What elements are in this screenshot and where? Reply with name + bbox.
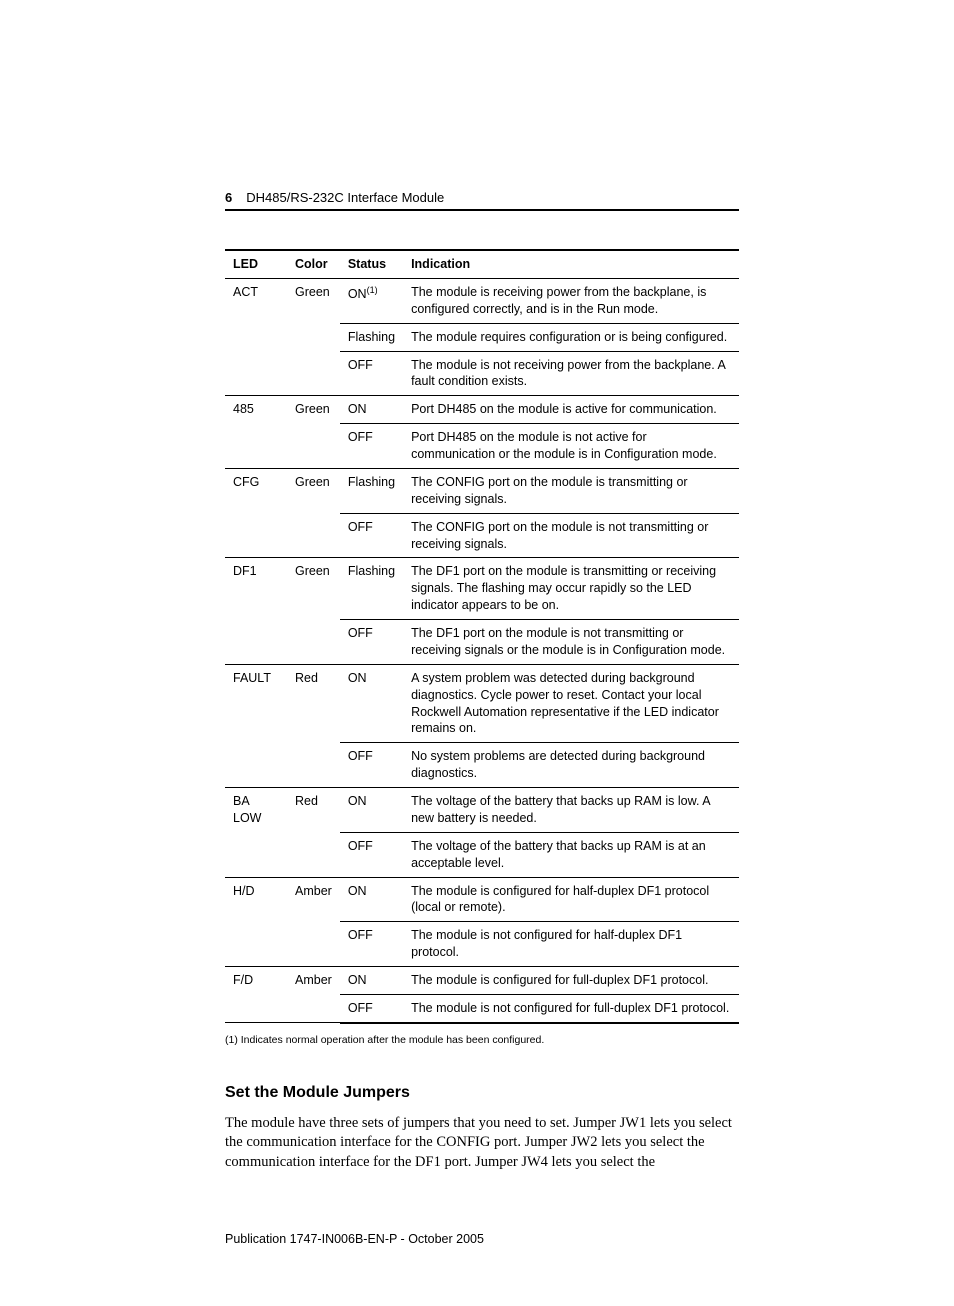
table-row: F/DAmberONThe module is configured for f… <box>225 967 739 995</box>
cell-indication: The CONFIG port on the module is transmi… <box>403 468 739 513</box>
cell-color: Amber <box>287 877 340 967</box>
cell-indication: Port DH485 on the module is active for c… <box>403 396 739 424</box>
page-number: 6 <box>225 190 232 205</box>
cell-led: FAULT <box>225 664 287 787</box>
cell-status: ON <box>340 788 403 833</box>
cell-status: Flashing <box>340 323 403 351</box>
cell-indication: The CONFIG port on the module is not tra… <box>403 513 739 558</box>
cell-led: BA LOW <box>225 788 287 878</box>
cell-indication: The module requires configuration or is … <box>403 323 739 351</box>
section-body: The module have three sets of jumpers th… <box>225 1114 739 1173</box>
running-header: 6 DH485/RS-232C Interface Module <box>225 190 739 205</box>
header-title: DH485/RS-232C Interface Module <box>246 190 444 205</box>
header-rule <box>225 209 739 211</box>
cell-indication: A system problem was detected during bac… <box>403 664 739 743</box>
table-row: DF1GreenFlashingThe DF1 port on the modu… <box>225 558 739 620</box>
cell-indication: The module is receiving power from the b… <box>403 278 739 323</box>
cell-color: Green <box>287 468 340 558</box>
cell-status: ON <box>340 877 403 922</box>
cell-status: ON <box>340 967 403 995</box>
cell-status: OFF <box>340 620 403 665</box>
cell-indication: The DF1 port on the module is not transm… <box>403 620 739 665</box>
cell-status: ON(1) <box>340 278 403 323</box>
cell-indication: The module is not configured for half-du… <box>403 922 739 967</box>
cell-status: ON <box>340 664 403 743</box>
cell-indication: The DF1 port on the module is transmitti… <box>403 558 739 620</box>
cell-color: Green <box>287 396 340 469</box>
cell-status: Flashing <box>340 468 403 513</box>
cell-status: OFF <box>340 922 403 967</box>
cell-led: H/D <box>225 877 287 967</box>
cell-status: OFF <box>340 832 403 877</box>
cell-color: Amber <box>287 967 340 1023</box>
cell-indication: No system problems are detected during b… <box>403 743 739 788</box>
cell-indication: The module is configured for half-duplex… <box>403 877 739 922</box>
cell-led: DF1 <box>225 558 287 664</box>
cell-status: OFF <box>340 424 403 469</box>
table-row: CFGGreenFlashingThe CONFIG port on the m… <box>225 468 739 513</box>
cell-status: ON <box>340 396 403 424</box>
cell-indication: The module is configured for full-duplex… <box>403 967 739 995</box>
cell-indication: Port DH485 on the module is not active f… <box>403 424 739 469</box>
cell-status: OFF <box>340 513 403 558</box>
cell-status: OFF <box>340 994 403 1022</box>
cell-indication: The voltage of the battery that backs up… <box>403 788 739 833</box>
page-container: 6 DH485/RS-232C Interface Module LED Colo… <box>0 0 954 1306</box>
table-footnote: (1) Indicates normal operation after the… <box>225 1034 739 1046</box>
table-row: 485GreenONPort DH485 on the module is ac… <box>225 396 739 424</box>
cell-led: CFG <box>225 468 287 558</box>
cell-led: 485 <box>225 396 287 469</box>
table-row: ACTGreenON(1)The module is receiving pow… <box>225 278 739 323</box>
cell-status: Flashing <box>340 558 403 620</box>
cell-color: Red <box>287 788 340 878</box>
cell-indication: The module is not configured for full-du… <box>403 994 739 1022</box>
cell-led: F/D <box>225 967 287 1023</box>
cell-color: Green <box>287 278 340 395</box>
table-header-row: LED Color Status Indication <box>225 250 739 278</box>
section-heading: Set the Module Jumpers <box>225 1084 739 1102</box>
cell-status: OFF <box>340 351 403 396</box>
col-header-led: LED <box>225 250 287 278</box>
col-header-indication: Indication <box>403 250 739 278</box>
cell-indication: The module is not receiving power from t… <box>403 351 739 396</box>
cell-indication: The voltage of the battery that backs up… <box>403 832 739 877</box>
col-header-status: Status <box>340 250 403 278</box>
col-header-color: Color <box>287 250 340 278</box>
led-indicator-table: LED Color Status Indication ACTGreenON(1… <box>225 249 739 1024</box>
cell-color: Green <box>287 558 340 664</box>
cell-led: ACT <box>225 278 287 395</box>
cell-status: OFF <box>340 743 403 788</box>
cell-color: Red <box>287 664 340 787</box>
table-row: FAULTRedONA system problem was detected … <box>225 664 739 743</box>
status-footnote-ref: (1) <box>367 285 378 295</box>
table-row: H/DAmberONThe module is configured for h… <box>225 877 739 922</box>
table-row: BA LOWRedONThe voltage of the battery th… <box>225 788 739 833</box>
